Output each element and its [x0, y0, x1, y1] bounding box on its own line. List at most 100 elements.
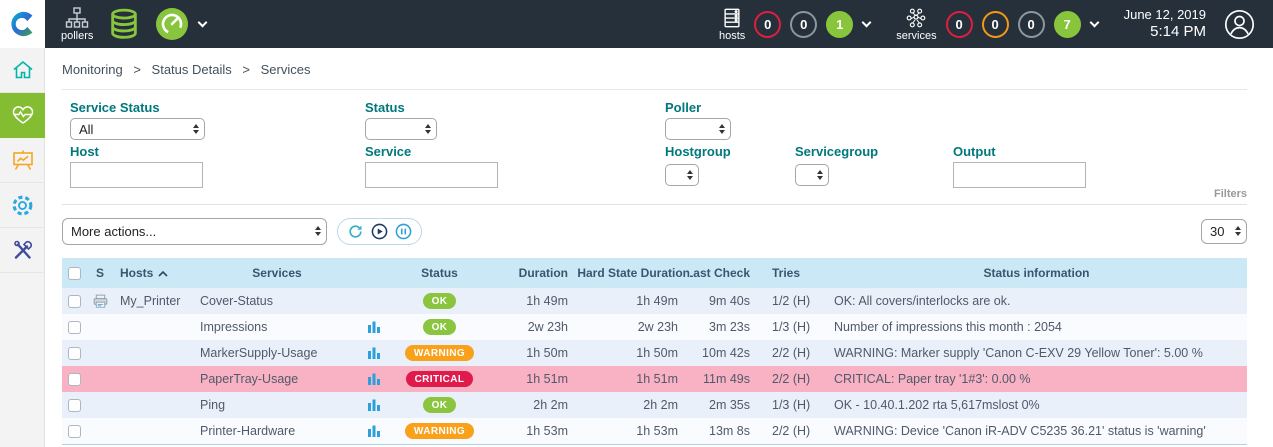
- status-information-cell: WARNING: Marker supply 'Canon C-EXV 29 Y…: [834, 346, 1203, 360]
- play-button[interactable]: [371, 223, 388, 240]
- col-status-icon[interactable]: S: [95, 266, 104, 280]
- printer-icon: [93, 294, 107, 308]
- gear-icon: [12, 195, 33, 215]
- sidebar-item-home[interactable]: [0, 48, 45, 93]
- row-checkbox[interactable]: [67, 320, 81, 334]
- select-all-checkbox[interactable]: [67, 266, 81, 280]
- gauge-icon[interactable]: [155, 7, 189, 41]
- row-checkbox[interactable]: [67, 424, 81, 438]
- database-icon[interactable]: [107, 7, 141, 41]
- sidebar-item-configuration[interactable]: [0, 183, 45, 228]
- services-warning-counter[interactable]: 0: [981, 10, 1009, 38]
- col-tries[interactable]: Tries: [772, 266, 801, 280]
- duration-cell: 2h 2m: [533, 398, 568, 412]
- row-checkbox[interactable]: [67, 372, 81, 386]
- last-check-cell: 3m 23s: [709, 320, 750, 334]
- more-actions-value: More actions...: [71, 223, 157, 239]
- services-unknown-counter[interactable]: 0: [1017, 10, 1045, 38]
- col-hard-state-duration[interactable]: Hard State Duration: [577, 266, 690, 280]
- col-last-check[interactable]: Last Check: [690, 266, 750, 280]
- row-checkbox[interactable]: [67, 398, 81, 412]
- table-row[interactable]: Ping OK 2h 2m 2h 2m 2m 35s 1/3 (H) OK - …: [62, 392, 1247, 418]
- main-content: Monitoring > Status Details > Services S…: [45, 48, 1273, 447]
- row-checkbox[interactable]: [67, 346, 81, 360]
- table-row[interactable]: Printer-Hardware WARNING 1h 53m 1h 53m 1…: [62, 418, 1247, 444]
- sidebar-item-reporting[interactable]: [0, 138, 45, 183]
- host-link[interactable]: My_Printer: [120, 294, 181, 308]
- breadcrumb-separator: >: [133, 62, 141, 77]
- col-services[interactable]: Services: [252, 266, 302, 280]
- col-status[interactable]: Status: [421, 266, 458, 280]
- service-input[interactable]: [365, 162, 498, 188]
- filters-tag[interactable]: Filters: [1213, 188, 1247, 200]
- breadcrumb-item-status-details[interactable]: Status Details: [151, 62, 232, 77]
- hosts-down-counter[interactable]: 0: [754, 10, 782, 38]
- col-hosts[interactable]: Hosts: [114, 258, 198, 288]
- sidebar-item-administration[interactable]: [0, 228, 45, 273]
- duration-cell: 1h 53m: [526, 424, 568, 438]
- breadcrumb-separator: >: [242, 62, 250, 77]
- poller-select[interactable]: [665, 118, 731, 140]
- pollers-menu[interactable]: pollers: [61, 6, 93, 42]
- hosts-chevron-down-icon[interactable]: [861, 17, 872, 27]
- graph-icon[interactable]: [367, 320, 381, 334]
- service-status-select[interactable]: All: [70, 118, 205, 140]
- chevron-down-icon[interactable]: [197, 17, 208, 27]
- select-arrows-icon: [687, 170, 693, 180]
- play-icon: [371, 223, 388, 239]
- hostgroup-select[interactable]: [665, 164, 699, 186]
- status-select[interactable]: [365, 118, 437, 140]
- hostgroup-label: Hostgroup: [665, 144, 731, 159]
- service-link[interactable]: MarkerSupply-Usage: [200, 346, 318, 360]
- services-ok-counter[interactable]: 7: [1053, 10, 1081, 38]
- breadcrumb: Monitoring > Status Details > Services: [45, 48, 1273, 89]
- page-size-select[interactable]: 30: [1201, 218, 1247, 244]
- graph-icon[interactable]: [367, 398, 381, 412]
- status-information-cell: OK - 10.40.1.202 rta 5,617mslost 0%: [834, 398, 1040, 412]
- reporting-icon: [12, 150, 33, 170]
- graph-icon[interactable]: [367, 346, 381, 360]
- servicegroup-select[interactable]: [795, 164, 829, 186]
- more-actions-select[interactable]: More actions...: [62, 217, 327, 245]
- hard-state-duration-cell: 1h 53m: [636, 424, 678, 438]
- service-link[interactable]: PaperTray-Usage: [200, 372, 299, 386]
- table-row[interactable]: My_Printer Cover-Status OK 1h 49m 1h 49m…: [62, 288, 1247, 314]
- services-chevron-down-icon[interactable]: [1089, 17, 1100, 27]
- tries-cell: 1/2 (H): [772, 294, 811, 308]
- sidebar-item-monitoring[interactable]: [0, 93, 45, 138]
- poller-label: Poller: [665, 100, 702, 115]
- table-row[interactable]: MarkerSupply-Usage WARNING 1h 50m 1h 50m…: [62, 340, 1247, 366]
- user-menu[interactable]: [1224, 9, 1255, 40]
- output-input[interactable]: [953, 162, 1086, 188]
- service-link[interactable]: Impressions: [200, 320, 268, 334]
- col-duration[interactable]: Duration: [518, 266, 568, 280]
- col-status-information[interactable]: Status information: [983, 266, 1090, 280]
- pollers-icon: [66, 6, 89, 28]
- service-link[interactable]: Cover-Status: [200, 294, 273, 308]
- hosts-menu[interactable]: hosts: [719, 7, 745, 42]
- graph-icon[interactable]: [367, 424, 381, 438]
- duration-cell: 2w 23h: [527, 320, 568, 334]
- hosts-unreachable-counter[interactable]: 0: [790, 10, 818, 38]
- services-icon: [907, 8, 926, 27]
- service-link[interactable]: Printer-Hardware: [200, 424, 296, 438]
- pause-button[interactable]: [395, 223, 412, 240]
- table-row[interactable]: Impressions OK 2w 23h 2w 23h 3m 23s 1/3 …: [62, 314, 1247, 340]
- centreon-logo[interactable]: [0, 0, 45, 48]
- status-information-cell: OK: All covers/interlocks are ok.: [834, 294, 1011, 308]
- table-row[interactable]: PaperTray-Usage CRITICAL 1h 51m 1h 51m 1…: [62, 366, 1247, 392]
- graph-icon[interactable]: [367, 372, 381, 386]
- services-menu[interactable]: services: [896, 7, 937, 42]
- breadcrumb-item-monitoring[interactable]: Monitoring: [62, 62, 123, 77]
- service-label: Service: [365, 144, 412, 159]
- services-critical-counter[interactable]: 0: [945, 10, 973, 38]
- last-check-cell: 10m 42s: [702, 346, 750, 360]
- hosts-up-counter[interactable]: 1: [826, 10, 854, 38]
- date-text: June 12, 2019: [1123, 6, 1206, 22]
- sidebar: [0, 48, 45, 447]
- time-text: 5:14 PM: [1150, 22, 1206, 40]
- service-link[interactable]: Ping: [200, 398, 226, 412]
- refresh-button[interactable]: [347, 223, 364, 240]
- host-input[interactable]: [70, 162, 203, 188]
- row-checkbox[interactable]: [67, 294, 81, 308]
